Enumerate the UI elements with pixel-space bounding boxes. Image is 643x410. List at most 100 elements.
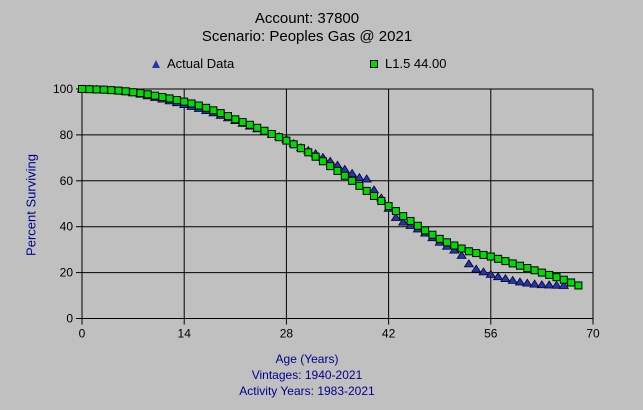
y-tick-label: 40 (60, 220, 74, 234)
data-point-actual (558, 280, 569, 289)
data-point-fitted (377, 196, 386, 205)
data-point-fitted (384, 202, 393, 211)
data-point-fitted (202, 103, 211, 112)
data-point-fitted (253, 123, 262, 132)
data-point-actual (346, 168, 358, 177)
data-point-fitted (494, 254, 503, 263)
data-point-fitted (78, 85, 86, 93)
data-point-fitted (311, 152, 320, 161)
data-point-fitted (450, 241, 459, 250)
data-point-actual (456, 250, 467, 259)
account-title: Account: 37800 (254, 10, 360, 27)
data-point-fitted (216, 109, 225, 118)
data-point-fitted (559, 275, 568, 284)
scenario-subtitle: Scenario: Peoples Gas @ 2021 (201, 28, 413, 45)
data-point-fitted (224, 112, 232, 121)
data-point-fitted (421, 226, 430, 235)
data-point-fitted (574, 281, 583, 290)
data-point-actual (500, 273, 511, 282)
data-point-fitted (545, 270, 554, 279)
x-tick-label: 70 (586, 327, 600, 341)
x-tick-label: 42 (382, 327, 396, 341)
data-point-actual (398, 217, 409, 226)
data-point-fitted (158, 93, 167, 102)
data-point-fitted (180, 97, 189, 106)
data-point-fitted (114, 86, 123, 95)
data-point-fitted (523, 264, 532, 273)
data-point-fitted (318, 157, 327, 166)
chart-title-block: Account: 37800 Scenario: Peoples Gas @ 2… (0, 10, 614, 46)
data-point-fitted (289, 140, 298, 149)
data-point-fitted (172, 96, 181, 105)
data-point-fitted (567, 278, 576, 287)
data-point-fitted (99, 85, 108, 94)
legend-label-fitted: L1.5 44.00 (385, 56, 447, 71)
data-point-fitted (151, 91, 159, 100)
data-point-fitted (297, 144, 305, 153)
data-point-fitted (260, 126, 269, 135)
triangle-marker-icon (152, 59, 160, 68)
data-point-fitted (370, 191, 378, 200)
data-point-actual (551, 280, 562, 289)
data-point-fitted (479, 250, 488, 259)
data-point-actual (471, 264, 482, 273)
data-point-fitted (107, 86, 116, 95)
data-point-fitted (443, 238, 451, 247)
x-tick-label: 56 (484, 327, 498, 341)
data-point-fitted (508, 259, 517, 268)
data-point-actual (514, 277, 526, 286)
data-point-actual (485, 269, 496, 278)
data-point-fitted (552, 273, 561, 282)
data-point-fitted (362, 186, 371, 195)
data-point-actual (507, 275, 518, 284)
data-point-actual (522, 278, 533, 287)
vintages-note: Vintages: 1940-2021 (251, 368, 363, 382)
data-point-fitted (333, 166, 342, 175)
y-axis-label: Percent Surviving (23, 154, 39, 256)
data-point-actual (478, 267, 489, 276)
data-point-fitted (121, 87, 130, 96)
y-tick-label: 80 (60, 128, 74, 142)
data-point-fitted (472, 249, 481, 258)
data-point-fitted (348, 176, 357, 185)
data-point-fitted (209, 106, 218, 115)
data-point-fitted (245, 120, 254, 129)
data-point-fitted (165, 94, 174, 103)
data-point-actual (544, 280, 555, 289)
activity-years-note: Activity Years: 1983-2021 (239, 384, 375, 398)
data-point-actual (463, 259, 475, 268)
data-point-fitted (194, 101, 203, 110)
data-point-fitted (275, 133, 284, 142)
data-point-actual (361, 174, 372, 183)
data-point-fitted (406, 216, 415, 225)
chart-footer: Age (Years) Vintages: 1940-2021 Activity… (0, 351, 614, 399)
x-tick-label: 28 (280, 327, 294, 341)
data-point-actual (354, 172, 365, 181)
data-point-actual (492, 272, 504, 281)
data-point-fitted (85, 85, 94, 94)
data-point-fitted (136, 89, 145, 98)
data-point-fitted (129, 88, 138, 97)
data-point-actual (368, 185, 380, 194)
data-point-fitted (355, 181, 364, 190)
data-point-fitted (413, 221, 422, 230)
data-point-actual (339, 164, 350, 173)
data-point-fitted (435, 234, 444, 243)
square-marker-icon (370, 59, 378, 68)
data-point-fitted (530, 266, 539, 275)
data-point-fitted (340, 171, 349, 180)
data-point-fitted (187, 99, 196, 108)
data-point-fitted (457, 244, 466, 253)
data-point-fitted (486, 252, 495, 261)
data-point-fitted (231, 115, 240, 124)
data-point-fitted (537, 268, 546, 277)
data-point-actual (390, 212, 402, 221)
legend-item-actual: Actual Data (152, 56, 234, 71)
x-tick-label: 14 (178, 327, 192, 341)
data-point-fitted (92, 85, 101, 94)
y-tick-label: 0 (66, 312, 73, 326)
data-point-fitted (501, 257, 510, 266)
data-point-fitted (399, 212, 408, 221)
